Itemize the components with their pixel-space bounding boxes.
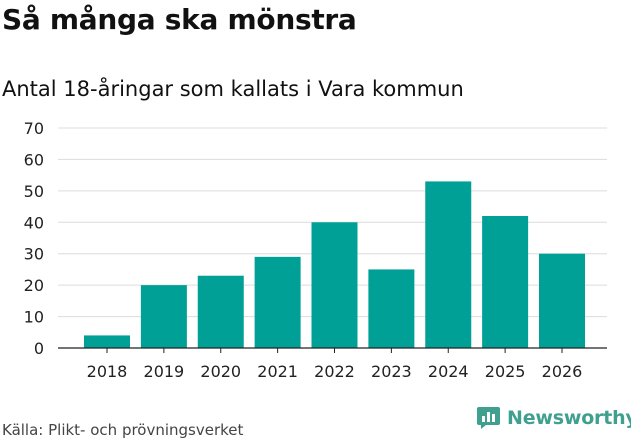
y-tick-label: 10: [24, 308, 44, 327]
y-tick-label: 70: [24, 119, 44, 138]
x-tick-label: 2020: [200, 362, 241, 381]
brand-name: Newsworthy: [507, 406, 631, 429]
bar-2021: [254, 256, 301, 348]
x-tick-label: 2025: [485, 362, 526, 381]
x-tick-label: 2023: [371, 362, 412, 381]
y-tick-label: 60: [24, 150, 44, 169]
x-tick-label: 2019: [144, 362, 185, 381]
y-tick-label: 0: [34, 339, 44, 358]
chart-title: Så många ska mönstra: [2, 3, 357, 36]
x-tick-label: 2026: [542, 362, 583, 381]
bar-2018: [84, 335, 130, 348]
y-tick-label: 40: [24, 213, 44, 232]
newsworthy-chart-bubble-icon: [477, 407, 500, 429]
y-tick-label: 20: [24, 276, 44, 295]
y-axis-ticks: 0 10 20 30 40 50 60 70: [24, 119, 44, 358]
brand-logo: Newsworthy: [476, 405, 631, 430]
y-tick-label: 30: [24, 245, 44, 264]
x-tick-label: 2018: [87, 362, 128, 381]
x-axis-ticks: 2018 2019 2020 2021 2022 2023 2024 2025 2026: [87, 348, 583, 381]
source-note: Källa: Plikt- och prövningsverket: [2, 421, 244, 439]
x-tick-label: 2021: [257, 362, 298, 381]
chart-subtitle: Antal 18-åringar som kallats i Vara komm…: [2, 77, 464, 101]
bar-2020: [197, 275, 244, 348]
bar-2022: [311, 222, 358, 348]
bars: [84, 181, 585, 348]
x-tick-label: 2022: [314, 362, 355, 381]
bar-2024: [425, 181, 472, 348]
bar-2026: [539, 253, 585, 348]
bar-2019: [140, 285, 187, 348]
x-tick-label: 2024: [428, 362, 469, 381]
bar-chart: 0 10 20 30 40 50 60 70 2018 2019 2020 2021 2022 2023…: [24, 119, 607, 381]
bar-2023: [368, 269, 415, 348]
bar-2025: [482, 216, 529, 348]
y-tick-label: 50: [24, 182, 44, 201]
